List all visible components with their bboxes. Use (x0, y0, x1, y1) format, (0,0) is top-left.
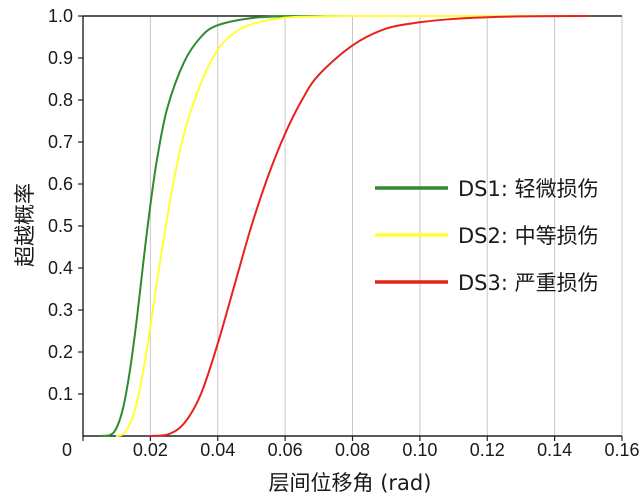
legend: DS1: 轻微损伤 DS2: 中等损伤 DS3: 严重损伤 (375, 177, 599, 295)
series-line-ds3 (149, 15, 590, 437)
x-tick-label: 0.06 (268, 440, 303, 460)
x-tick-label: 0.08 (335, 440, 370, 460)
x-axis-title: 层间位移角 (rad) (269, 471, 432, 495)
x-tick-label: 0.16 (604, 440, 639, 460)
legend-label-ds3: DS3: 严重损伤 (458, 271, 599, 295)
series-line-ds1 (98, 14, 590, 437)
y-tick-label: 0.2 (48, 342, 73, 362)
y-tick-label: 0.9 (48, 48, 73, 68)
x-tick-labels: 0 0.02 0.04 0.06 0.08 0.10 0.12 0.14 0.16 (62, 436, 640, 460)
y-tick-label: 0.3 (48, 300, 73, 320)
grid-lines (149, 16, 623, 436)
x-tick-label: 0 (62, 440, 72, 460)
series-line-ds2 (115, 14, 590, 437)
y-tick-labels: 0.1 0.2 0.3 0.4 0.5 0.6 0.7 0.8 0.9 1.0 (48, 6, 83, 404)
legend-label-ds2: DS2: 中等损伤 (458, 224, 599, 248)
y-tick-label: 0.8 (48, 90, 73, 110)
y-tick-label: 0.5 (48, 216, 73, 236)
y-tick-label: 0.1 (48, 384, 73, 404)
x-tick-label: 0.10 (402, 440, 437, 460)
y-tick-label: 0.6 (48, 174, 73, 194)
legend-label-ds1: DS1: 轻微损伤 (458, 177, 599, 201)
y-axis-title: 超越概率 (13, 183, 37, 267)
y-tick-label: 0.4 (48, 258, 73, 278)
x-tick-label: 0.02 (133, 440, 168, 460)
x-tick-label: 0.04 (200, 440, 235, 460)
y-tick-label: 1.0 (48, 6, 73, 26)
x-tick-label: 0.14 (537, 440, 572, 460)
y-tick-label: 0.7 (48, 132, 73, 152)
series-lines (98, 14, 590, 437)
x-tick-label: 0.12 (470, 440, 505, 460)
